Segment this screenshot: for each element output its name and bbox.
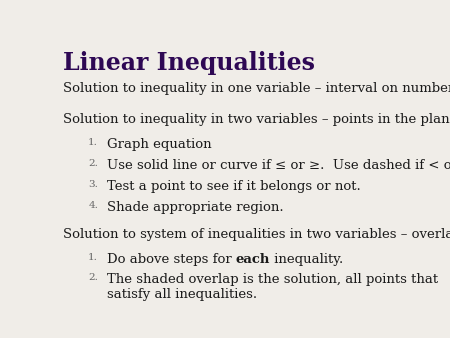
Text: 1.: 1.: [88, 138, 98, 147]
Text: The shaded overlap is the solution, all points that
satisfy all inequalities.: The shaded overlap is the solution, all …: [107, 273, 438, 301]
Text: Solution to inequality in two variables – points in the plane: Solution to inequality in two variables …: [63, 114, 450, 126]
Text: Do above steps for: Do above steps for: [107, 253, 236, 266]
Text: Shade appropriate region.: Shade appropriate region.: [107, 201, 284, 214]
Text: 4.: 4.: [88, 201, 98, 210]
Text: Solution to inequality in one variable – interval on number line: Solution to inequality in one variable –…: [63, 82, 450, 95]
Text: 3.: 3.: [88, 180, 98, 189]
Text: inequality.: inequality.: [270, 253, 343, 266]
Text: Test a point to see if it belongs or not.: Test a point to see if it belongs or not…: [107, 180, 360, 193]
Text: 2.: 2.: [88, 273, 98, 283]
Text: Graph equation: Graph equation: [107, 138, 212, 151]
Text: Solution to system of inequalities in two variables – overlap: Solution to system of inequalities in tw…: [63, 228, 450, 241]
Text: each: each: [236, 253, 270, 266]
Text: 1.: 1.: [88, 253, 98, 262]
Text: Use solid line or curve if ≤ or ≥.  Use dashed if < or >.: Use solid line or curve if ≤ or ≥. Use d…: [107, 159, 450, 172]
Text: 2.: 2.: [88, 159, 98, 168]
Text: Linear Inequalities: Linear Inequalities: [63, 51, 315, 75]
